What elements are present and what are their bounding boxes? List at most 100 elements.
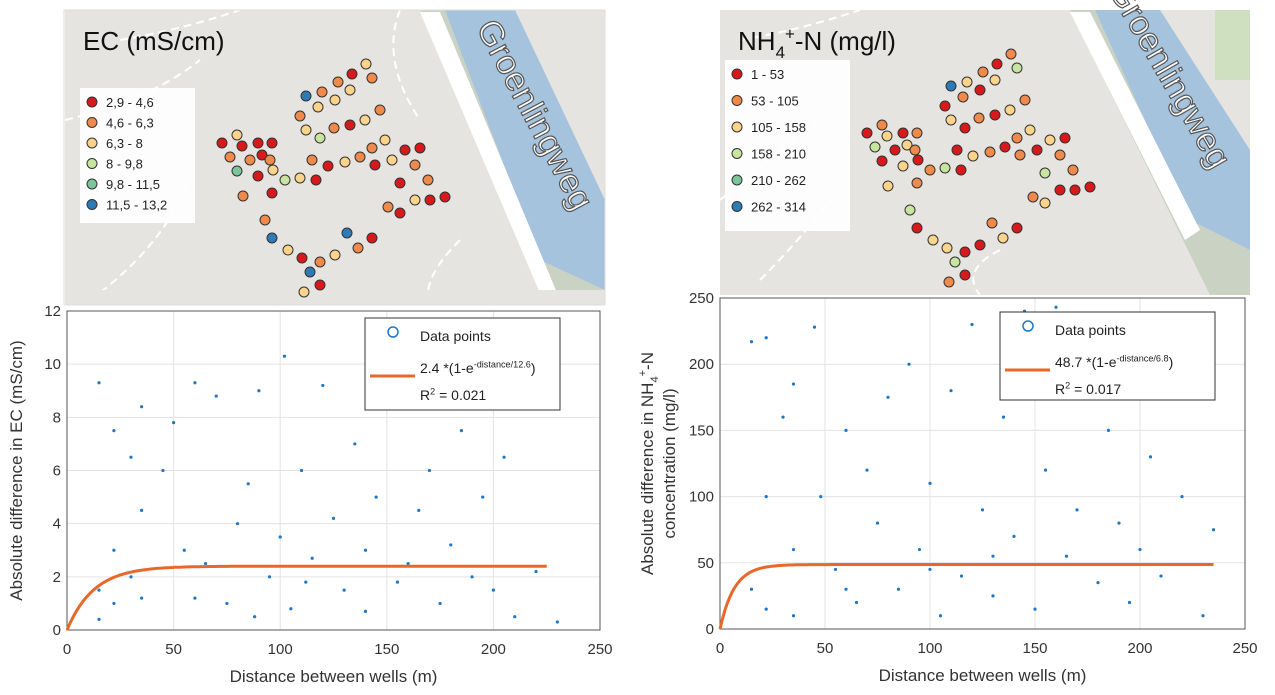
well-marker: [424, 194, 436, 206]
legend-label: Data points: [420, 328, 491, 344]
well-marker: [282, 244, 294, 256]
data-point: [282, 354, 287, 358]
data-point: [112, 548, 116, 552]
data-point: [112, 601, 116, 606]
well-marker: [344, 119, 356, 131]
data-point: [791, 382, 796, 386]
legend-label: 4,6 - 6,3: [106, 116, 154, 131]
well-marker: [945, 114, 957, 126]
well-marker: [1069, 184, 1081, 196]
well-marker: [314, 256, 326, 268]
data-point: [427, 468, 432, 473]
data-point: [97, 588, 101, 592]
well-marker: [339, 156, 351, 168]
data-point: [363, 548, 368, 552]
data-point: [1075, 508, 1079, 512]
well-marker: [912, 154, 924, 166]
data-point: [1106, 428, 1111, 432]
well-marker: [1044, 134, 1056, 146]
well-marker: [439, 191, 451, 203]
legend-swatch: [731, 95, 743, 106]
well-marker: [312, 101, 324, 113]
well-marker: [266, 137, 278, 149]
data-point: [246, 482, 250, 486]
well-marker: [310, 174, 322, 186]
legend-label: 6,3 - 8: [106, 136, 143, 151]
well-marker: [997, 232, 1009, 244]
well-marker: [394, 177, 406, 189]
y-tick-label: 150: [689, 422, 714, 439]
fit-curve: [65, 564, 547, 631]
text-part: R: [1055, 381, 1065, 397]
data-point: [749, 587, 754, 591]
text-part: ): [531, 360, 536, 376]
well-marker: [939, 162, 951, 174]
x-tick-label: 100: [917, 640, 942, 657]
data-point: [907, 362, 911, 366]
y-tick-label: 12: [44, 303, 61, 320]
well-marker: [252, 170, 264, 182]
well-marker: [1039, 167, 1051, 179]
well-marker: [231, 129, 243, 141]
y-axis-label: concentration (mg/l): [660, 388, 679, 538]
y-tick-label: 10: [44, 356, 61, 373]
well-marker: [231, 165, 243, 177]
well-marker: [382, 201, 394, 213]
text-part: +: [785, 25, 795, 44]
text-part: =: [1070, 381, 1086, 397]
well-marker: [951, 144, 963, 156]
text-part: -N (mg/l): [795, 26, 896, 56]
data-point: [97, 381, 101, 385]
text-part: -distance/: [474, 359, 514, 369]
data-point: [928, 567, 932, 572]
text-part: NH: [738, 26, 776, 56]
well-marker: [974, 239, 986, 251]
well-marker: [237, 190, 249, 202]
legend-swatch: [86, 117, 98, 128]
well-marker: [1031, 144, 1043, 156]
well-marker: [369, 159, 381, 171]
fit-formula: 48.7 *(1-e-distance/6.8): [1055, 353, 1173, 370]
x-tick-label: 200: [1127, 640, 1152, 657]
well-marker: [957, 91, 969, 103]
data-point: [938, 614, 943, 618]
well-marker: [876, 119, 888, 131]
data-point: [491, 588, 495, 592]
data-point: [310, 556, 314, 560]
well-marker: [869, 141, 881, 153]
well-marker: [298, 286, 310, 298]
well-marker: [266, 232, 278, 244]
well-marker: [300, 124, 312, 136]
data-point: [980, 508, 985, 512]
well-marker: [306, 154, 318, 166]
well-marker: [264, 154, 276, 166]
data-point: [289, 607, 293, 611]
data-point: [140, 596, 144, 600]
data-point: [304, 580, 308, 584]
well-marker: [328, 122, 340, 134]
well-marker: [1054, 184, 1066, 196]
data-point: [140, 508, 144, 512]
well-marker: [414, 142, 426, 154]
data-point: [331, 516, 336, 520]
well-marker: [359, 114, 371, 126]
well-marker: [322, 160, 334, 172]
data-point: [959, 574, 964, 578]
x-tick-label: 100: [268, 641, 293, 658]
data-point: [875, 521, 880, 525]
well-marker: [961, 76, 973, 88]
well-marker: [927, 234, 939, 246]
well-marker: [386, 154, 398, 166]
well-marker: [911, 127, 923, 139]
data-point: [470, 575, 474, 579]
legend-swatch: [86, 137, 98, 149]
well-marker: [943, 276, 955, 288]
x-tick-label: 250: [587, 641, 612, 658]
well-marker: [974, 84, 986, 96]
legend-label: 2,9 - 4,6: [106, 95, 154, 110]
well-marker: [216, 137, 228, 149]
well-marker: [999, 141, 1011, 153]
data-point: [917, 547, 922, 552]
x-axis-label: Distance between wells (m): [230, 667, 438, 686]
